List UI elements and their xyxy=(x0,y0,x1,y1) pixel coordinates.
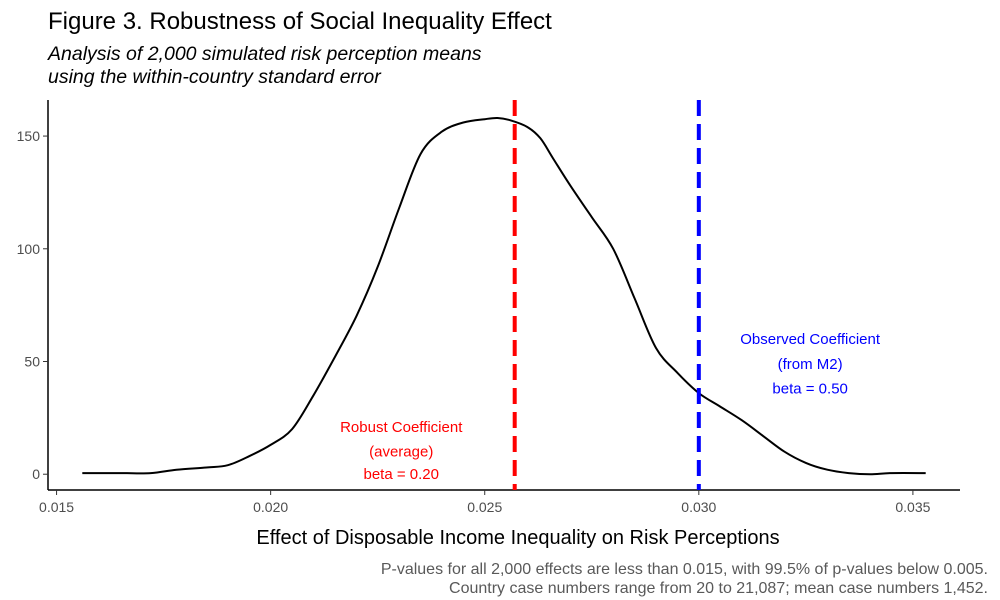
reference-label-observed-0: Observed Coefficient xyxy=(740,331,881,348)
y-tick-label: 0 xyxy=(32,466,40,482)
chart-subtitle: Analysis of 2,000 simulated risk percept… xyxy=(48,43,482,89)
x-tick-label: 0.035 xyxy=(895,499,930,515)
x-tick-label: 0.015 xyxy=(39,499,74,515)
chart-caption: P-values for all 2,000 effects are less … xyxy=(381,560,988,598)
y-tick-label: 150 xyxy=(17,128,41,144)
reference-label-robust-1: (average) xyxy=(369,444,433,461)
x-axis-title: Effect of Disposable Income Inequality o… xyxy=(256,527,779,549)
x-tick-label: 0.030 xyxy=(681,499,716,515)
caption-line-1: P-values for all 2,000 effects are less … xyxy=(380,561,988,578)
reference-label-robust-0: Robust Coefficient xyxy=(340,419,463,436)
density-curve-0 xyxy=(82,116,926,476)
chart-title: Figure 3. Robustness of Social Inequalit… xyxy=(48,8,552,35)
reference-label-observed-1: (from M2) xyxy=(778,356,843,373)
chart-subtitle-line-1: Analysis of 2,000 simulated risk percept… xyxy=(48,43,482,65)
y-tick-label: 50 xyxy=(24,354,40,370)
reference-label-observed-2: beta = 0.50 xyxy=(772,381,847,398)
caption-line-2: Country case numbers range from 20 to 21… xyxy=(449,580,988,597)
x-tick-label: 0.020 xyxy=(253,499,288,515)
y-tick-label: 100 xyxy=(17,241,41,257)
chart-subtitle-line-2: using the within-country standard error xyxy=(48,66,381,88)
reference-label-robust-2: beta = 0.20 xyxy=(363,466,438,483)
x-tick-label: 0.025 xyxy=(467,499,502,515)
